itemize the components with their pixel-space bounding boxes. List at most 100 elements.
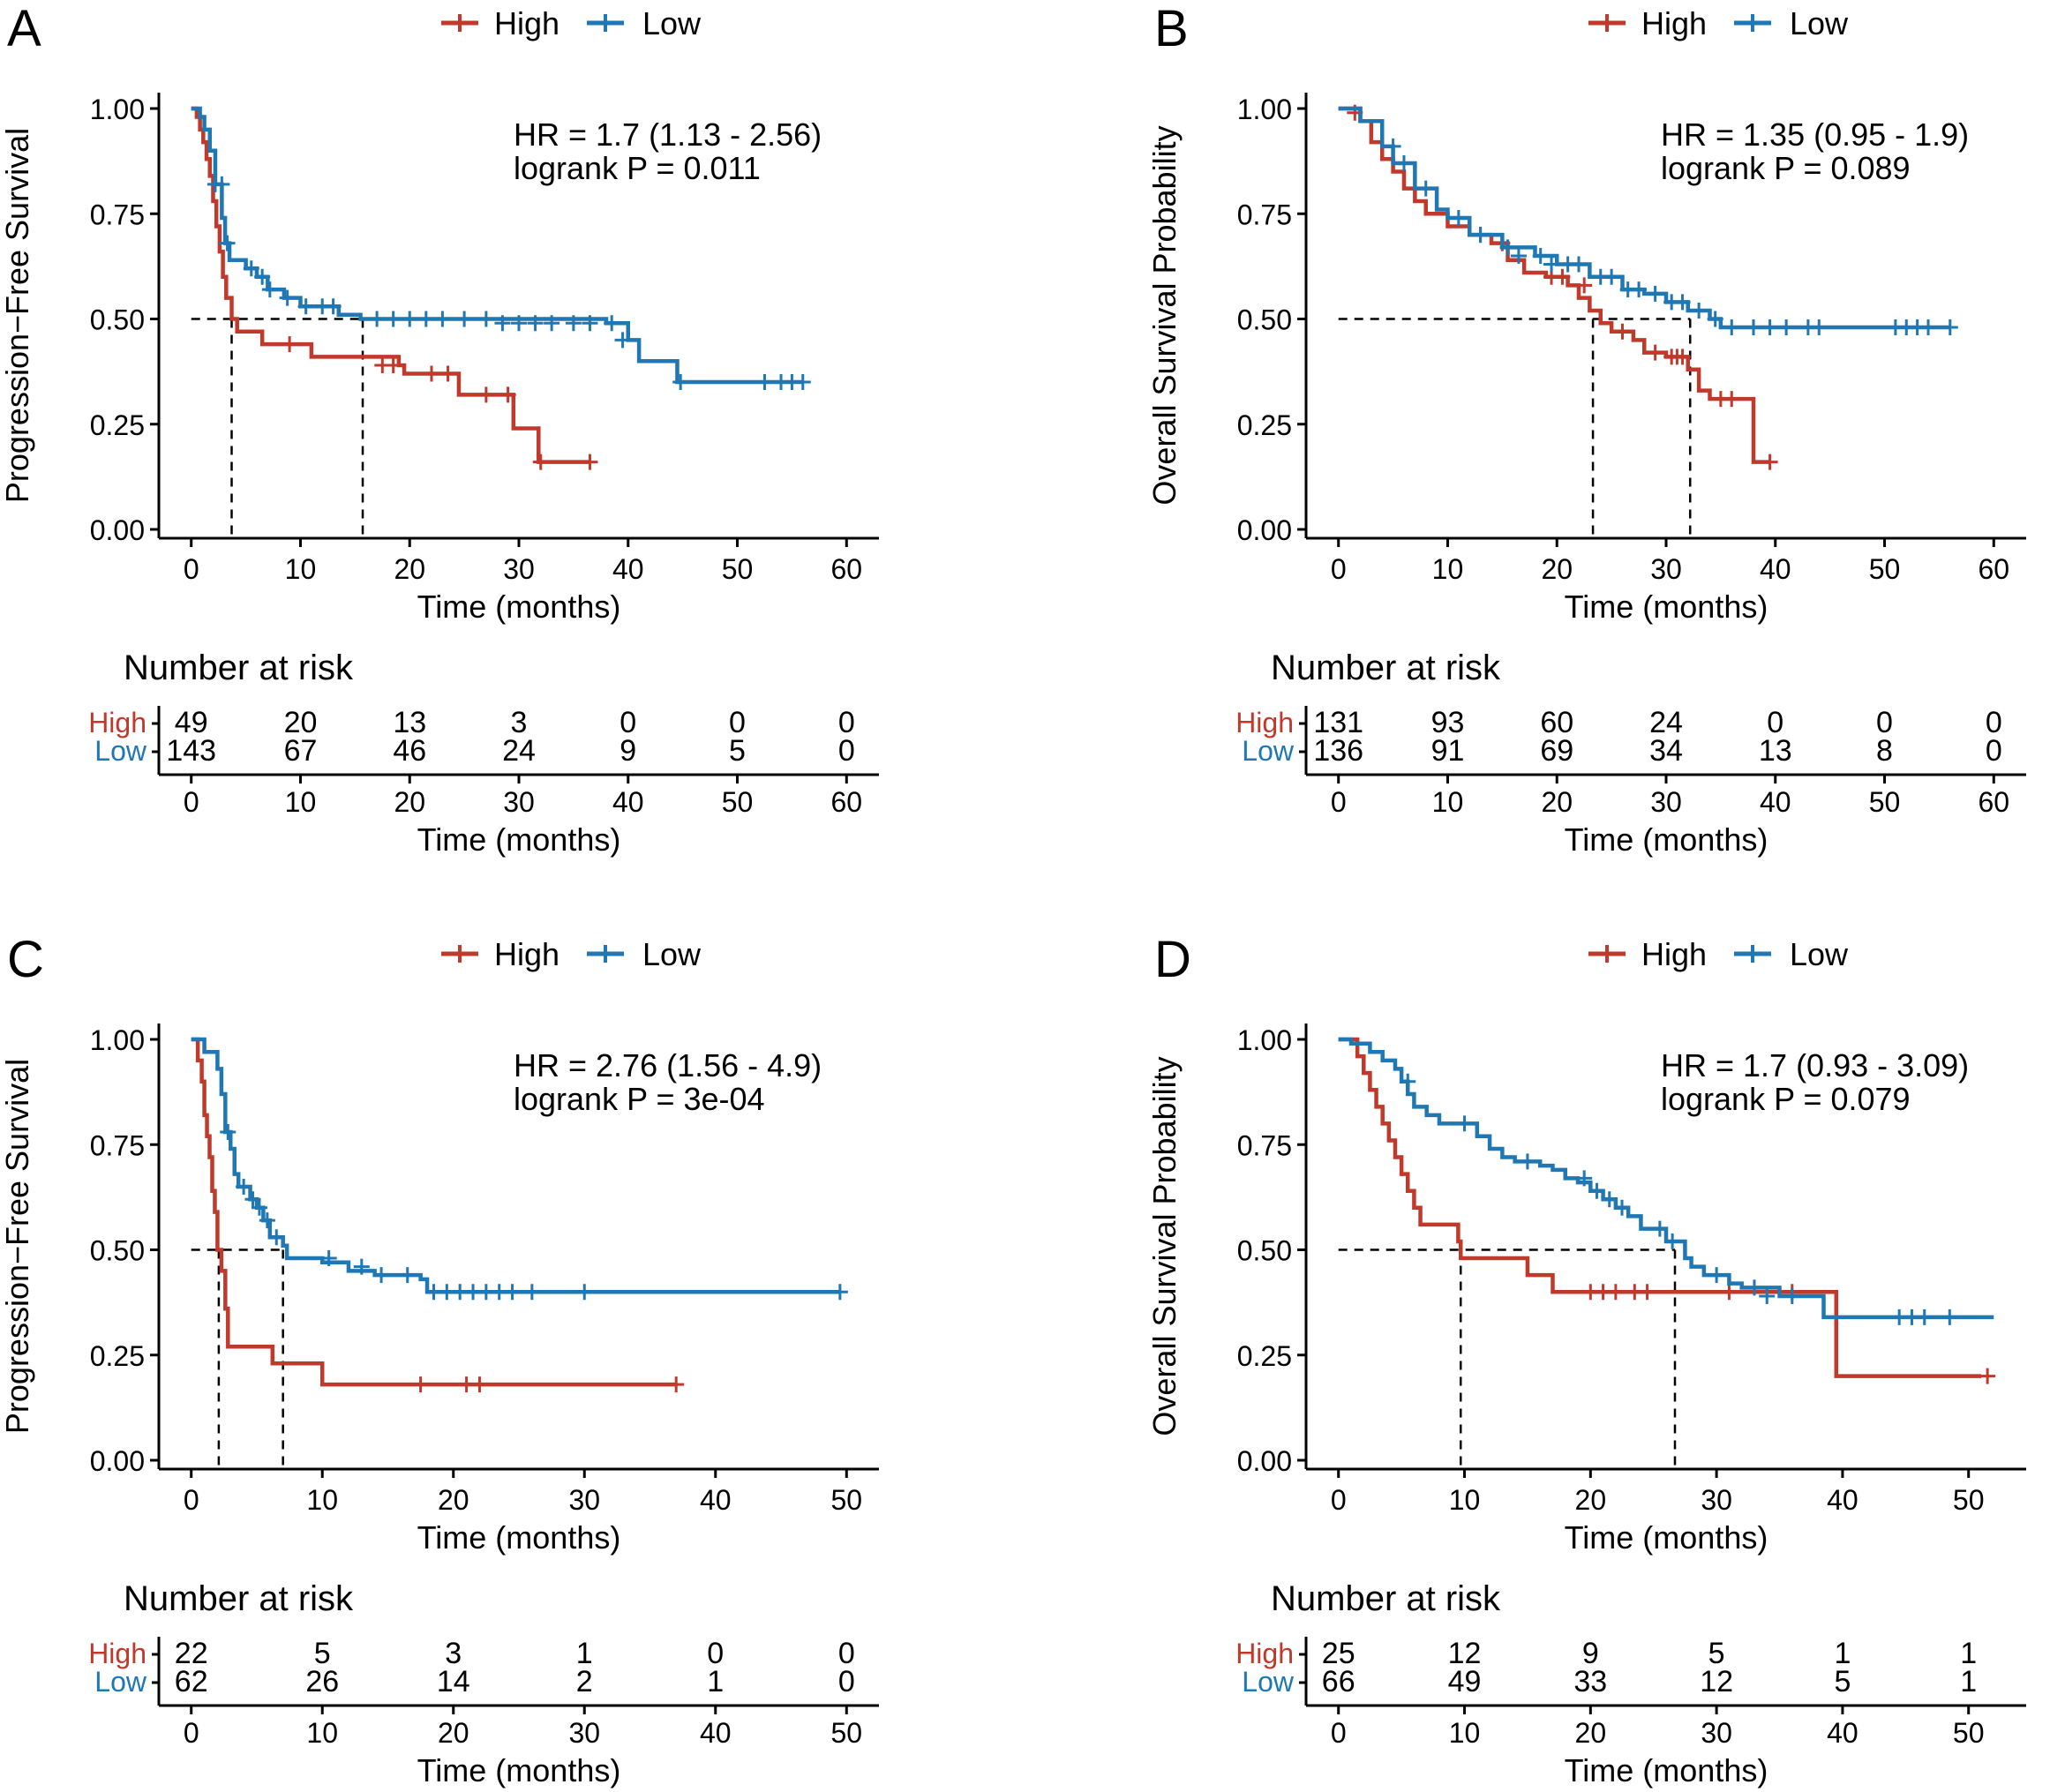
x-tick-label: 50 [1953,1484,1985,1516]
risk-value-low: 66 [1322,1665,1355,1698]
censor-mark-low [399,1267,416,1284]
logrank-p-text: logrank P = 0.079 [1661,1081,1911,1117]
censor-mark-low [1450,210,1467,227]
y-tick-label: 0.50 [1237,304,1292,336]
risk-x-tick-label: 0 [184,1717,199,1749]
censor-mark-low [1759,1287,1776,1304]
risk-x-tick-label: 40 [612,786,644,818]
risk-x-tick-label: 20 [438,1717,469,1749]
risk-value-high: 20 [284,706,318,739]
y-tick-label: 1.00 [90,1024,145,1056]
risk-value-high: 93 [1431,706,1465,739]
risk-x-tick-label: 0 [1331,1717,1347,1749]
censor-mark-low [434,311,451,327]
censor-mark-low [1691,302,1708,319]
risk-value-low: 2 [576,1665,593,1698]
x-axis-title: Time (months) [1565,1519,1768,1556]
risk-value-low: 33 [1573,1665,1607,1698]
x-tick-label: 10 [306,1484,338,1516]
censor-mark-low [1708,1267,1725,1284]
legend-high-label: High [1641,936,1707,972]
x-axis-title: Time (months) [1565,589,1768,625]
censor-mark-low [320,1250,337,1267]
risk-value-low: 136 [1313,734,1363,768]
risk-value-low: 14 [437,1665,470,1698]
censor-mark-low [1746,1279,1762,1296]
risk-x-tick-label: 0 [1331,786,1347,818]
censor-mark-low [385,311,402,327]
risk-value-high: 0 [1986,706,2002,739]
legend-low-label: Low [642,5,702,41]
y-tick-label: 0.50 [1237,1235,1292,1267]
risk-x-tick-label: 30 [1650,786,1682,818]
censor-mark-low [604,315,620,332]
censor-mark-low [353,1258,370,1275]
x-tick-label: 0 [184,553,199,585]
censor-mark-low [244,1191,261,1208]
risk-value-high: 0 [838,706,855,739]
censor-mark-low [1576,1170,1593,1187]
risk-table-title: Number at risk [1271,1579,1501,1618]
y-tick-label: 1.00 [1237,1024,1292,1056]
y-tick-label: 0.50 [90,304,145,336]
censor-mark-low [576,1284,593,1301]
risk-row-label-high: High [88,1638,146,1669]
risk-value-high: 60 [1540,706,1573,739]
panel-label: C [7,931,44,988]
censor-mark-low [1664,1233,1681,1249]
logrank-p-text: logrank P = 0.011 [514,150,761,186]
survival-curve-low [1338,106,1950,330]
censor-mark-low [1651,1220,1668,1237]
x-tick-label: 50 [1869,553,1901,585]
risk-x-tick-label: 40 [1827,1717,1858,1749]
censor-mark-high [1979,1368,1996,1384]
censor-mark-low [1395,155,1412,172]
risk-table-title: Number at risk [124,649,354,687]
y-tick-label: 0.00 [1237,514,1292,546]
censor-mark-low [1532,247,1549,264]
censor-mark-high [412,1376,429,1393]
censor-mark-low [1603,268,1620,285]
risk-x-tick-label: 40 [700,1717,732,1749]
y-tick-label: 0.50 [90,1235,145,1267]
y-tick-label: 0.00 [90,1445,145,1477]
y-axis-title: Overall Survival Probability [1146,125,1183,505]
censor-mark-high [499,386,516,403]
risk-x-tick-label: 0 [184,786,199,818]
censor-mark-high [1554,268,1571,285]
risk-x-tick-label: 60 [830,786,862,818]
x-tick-label: 40 [1760,553,1791,585]
censor-mark-low [582,315,598,332]
censor-mark-low [1916,1308,1933,1325]
risk-value-high: 5 [1708,1637,1725,1670]
censor-mark-high [1576,277,1593,294]
censor-mark-high [1639,1284,1656,1301]
risk-value-low: 0 [1986,734,2002,768]
risk-row-label-low: Low [94,735,147,767]
x-tick-label: 50 [830,1484,862,1516]
censor-mark-low [1783,1287,1800,1304]
y-tick-label: 0.00 [90,514,145,546]
risk-x-tick-label: 10 [1449,1717,1481,1749]
censor-mark-low [214,176,230,192]
y-tick-label: 0.25 [90,1340,145,1372]
censor-mark-low [1519,1153,1536,1170]
risk-value-high: 0 [620,706,636,739]
risk-x-tick-label: 40 [1760,786,1791,818]
risk-x-tick-label: 10 [285,786,317,818]
risk-x-axis-title: Time (months) [417,1752,621,1788]
censor-mark-high [668,1376,685,1393]
risk-x-tick-label: 50 [1953,1717,1985,1749]
logrank-p-text: logrank P = 0.089 [1661,150,1911,186]
censor-mark-low [1400,1073,1416,1090]
x-tick-label: 10 [285,553,317,585]
risk-row-label-low: Low [94,1666,147,1698]
risk-value-high: 1 [1960,1637,1977,1670]
censor-mark-low [325,298,342,315]
censor-mark-high [423,365,439,382]
censor-mark-low [268,1229,285,1246]
y-axis-title: Progression−Free Survival [0,128,35,503]
